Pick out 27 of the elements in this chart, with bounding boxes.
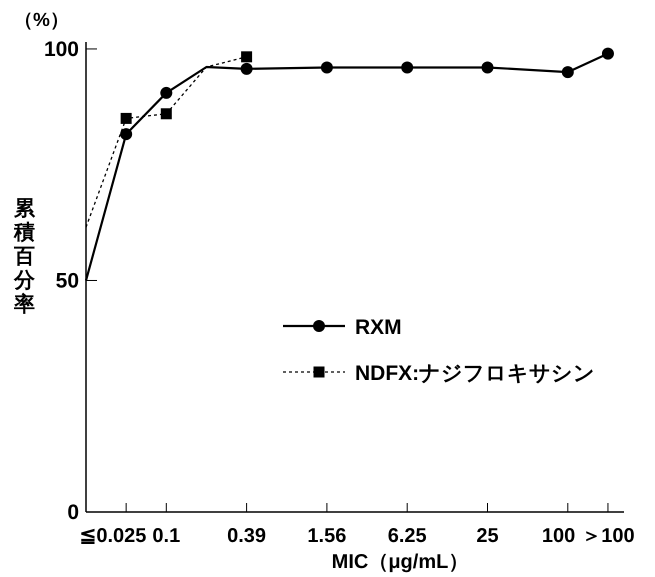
point [320,61,333,74]
point [241,51,252,62]
point [120,128,132,140]
x-tick-label: 25 [476,525,499,547]
x-tick-label: 0.1 [152,525,180,547]
point [482,61,494,74]
x-axis-title: MIC（μg/mL） [332,551,468,573]
x-tick-label: ＞100 [581,525,635,547]
point [160,108,172,120]
point [120,112,132,124]
x-tick-label: 100 [542,525,576,547]
y-tick-label: 50 [56,269,79,292]
point [602,48,614,60]
point [562,66,574,78]
y-tick-label: 100 [44,38,79,61]
legend-label: RXM [355,316,402,339]
y-tick-label: 0 [67,501,79,524]
x-tick-label: 1.56 [307,525,346,547]
legend-label: NDFX:ナジフロキサシン [355,362,596,385]
x-tick-label: ≦0.025 [79,525,146,547]
point [160,86,172,99]
text: （%） [14,10,69,31]
point [240,62,253,75]
point [401,61,414,74]
x-tick-label: 0.39 [227,525,266,547]
y-axis-title: 累積百分率 [13,197,36,316]
x-tick-label: 6.25 [388,525,427,547]
